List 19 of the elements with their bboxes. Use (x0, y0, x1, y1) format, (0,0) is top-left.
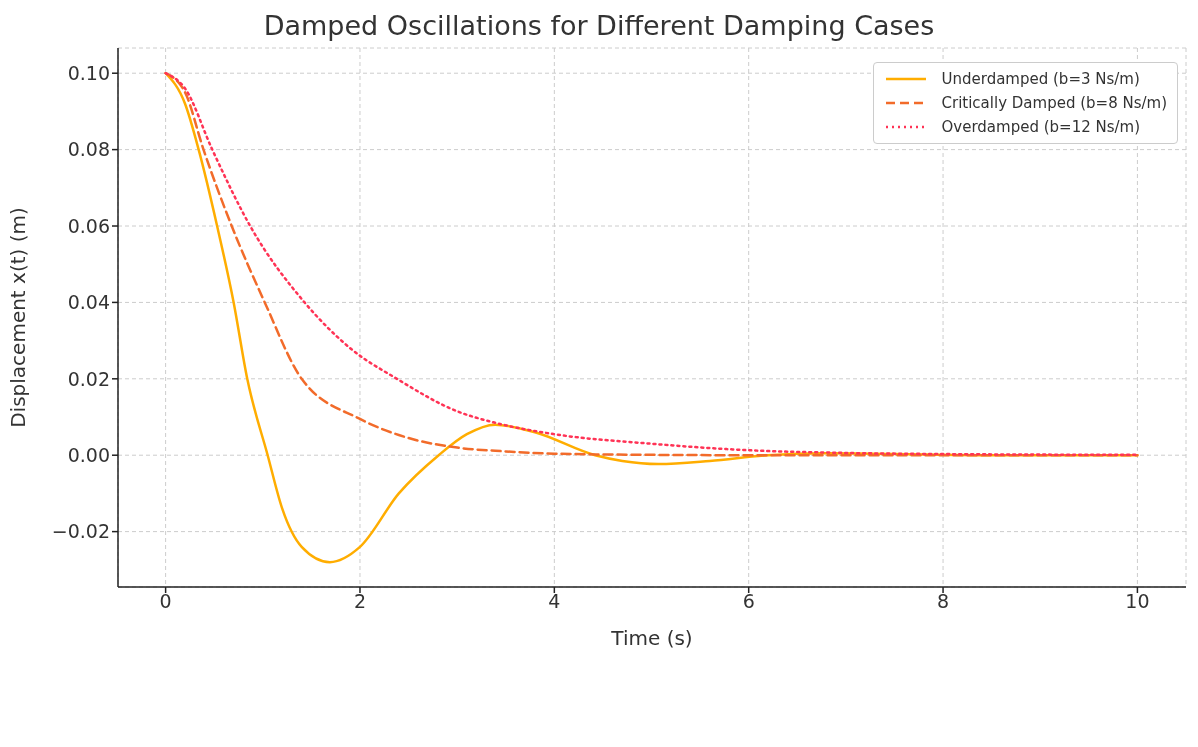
legend-label: Underdamped (b=3 Ns/m) (941, 70, 1140, 88)
y-tick-label: 0.04 (67, 291, 110, 314)
x-tick-label: 0 (159, 590, 172, 613)
legend-label: Overdamped (b=12 Ns/m) (941, 118, 1141, 136)
y-tick-label: −0.02 (51, 520, 110, 543)
legend-label: Critically Damped (b=8 Ns/m) (941, 94, 1167, 112)
y-tick-label: 0.06 (67, 214, 110, 237)
x-tick-label: 6 (742, 590, 755, 613)
x-axis-title: Time (s) (610, 626, 693, 650)
y-axis-title: Displacement x(t) (m) (6, 207, 31, 428)
y-tick-label: 0.10 (67, 61, 110, 84)
x-tick-label: 4 (548, 590, 561, 613)
x-tick-label: 2 (353, 590, 367, 613)
y-tick-label: 0.08 (67, 138, 110, 161)
y-tick-label: 0.02 (67, 367, 110, 390)
x-tick-label: 10 (1125, 590, 1150, 613)
y-tick-label: 0.00 (67, 443, 110, 466)
x-tick-label: 8 (937, 590, 950, 613)
chart-title: Damped Oscillations for Different Damping Cases (262, 9, 936, 43)
